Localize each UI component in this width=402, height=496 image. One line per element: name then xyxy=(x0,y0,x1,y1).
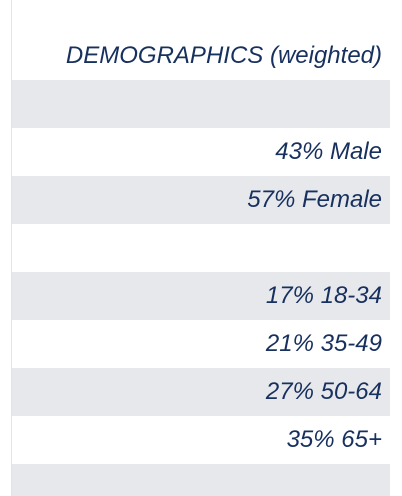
left-border xyxy=(11,0,12,496)
table-row-age-18-34: 17% 18-34 xyxy=(12,272,390,320)
table-row-age-65-plus: 35% 65+ xyxy=(286,426,382,453)
table-row-female: 57% Female xyxy=(12,176,390,224)
table-row-age-50-64: 27% 50-64 xyxy=(12,368,390,416)
table-row-age-35-49: 21% 35-49 xyxy=(265,330,382,357)
table-row-blank xyxy=(12,80,390,128)
table-row-blank xyxy=(12,224,390,272)
demographics-table: DEMOGRAPHICS (weighted) 43% Male 57% Fem… xyxy=(12,0,390,496)
table-header: DEMOGRAPHICS (weighted) xyxy=(65,42,382,69)
table-row-male: 43% Male xyxy=(275,138,382,165)
table-row-blank xyxy=(12,464,390,496)
